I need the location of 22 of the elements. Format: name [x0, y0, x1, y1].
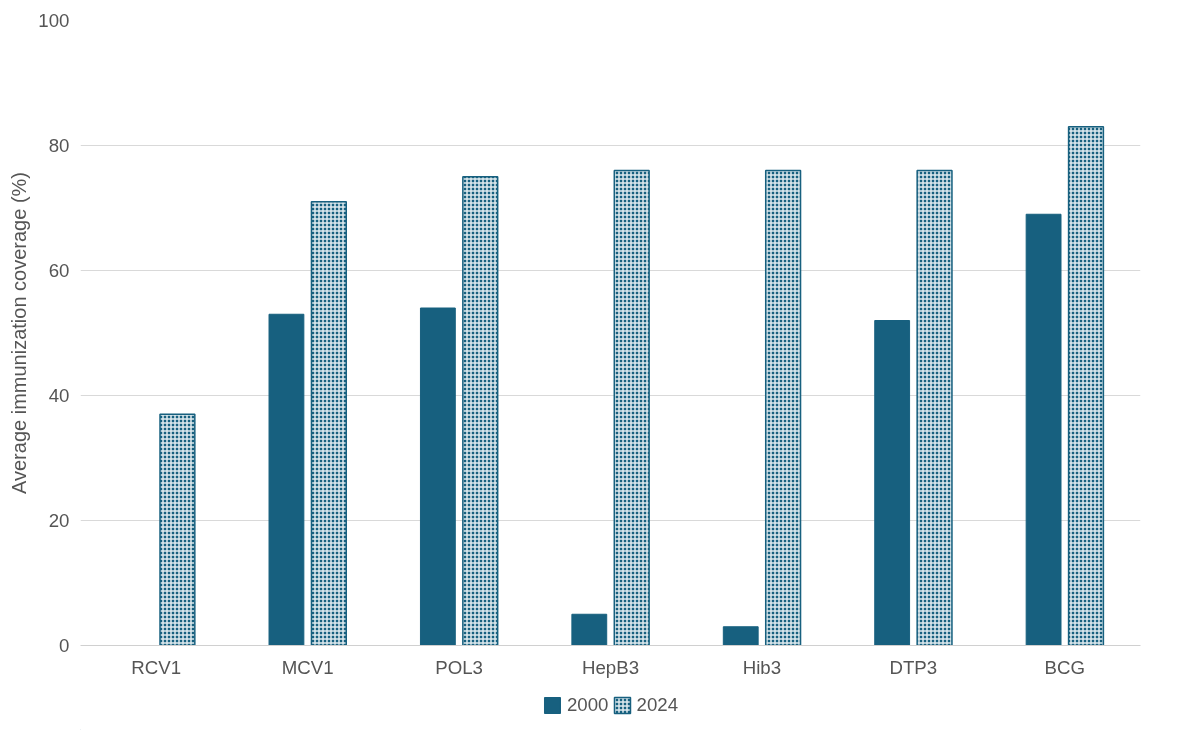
- bar: [874, 320, 911, 646]
- x-tick-label: Hib3: [742, 656, 782, 678]
- bar: [571, 613, 608, 646]
- legend-label: 2000: [566, 694, 609, 716]
- x-tick-label: RCV1: [131, 656, 182, 678]
- legend-label: 2024: [636, 694, 679, 716]
- y-tick-label: 0: [59, 635, 70, 656]
- y-axis-title: Average immunization coverage (%): [8, 171, 31, 494]
- bar: [268, 313, 305, 646]
- y-tick-label: 100: [38, 10, 70, 31]
- y-tick-label: 40: [48, 385, 70, 406]
- bar: [1025, 213, 1062, 646]
- bar: [419, 307, 456, 646]
- x-tick-label: HepB3: [581, 656, 640, 678]
- x-tick-label: POL3: [435, 656, 483, 678]
- x-tick-label: DTP3: [889, 656, 938, 678]
- y-tick-label: 80: [48, 135, 70, 156]
- x-tick-label: MCV1: [281, 656, 334, 678]
- y-tick-label: 20: [48, 510, 70, 531]
- x-tick-label: BCG: [1044, 656, 1086, 678]
- y-tick-label: 60: [48, 260, 70, 281]
- bar: [722, 626, 759, 646]
